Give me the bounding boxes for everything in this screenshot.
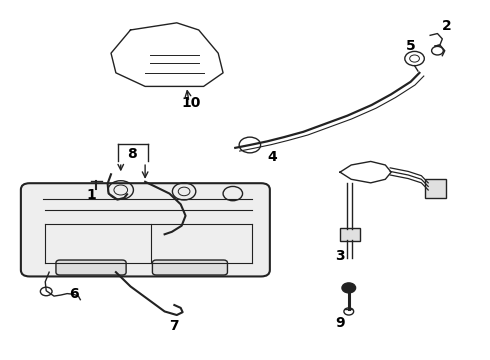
Text: 3: 3 xyxy=(335,249,345,263)
FancyBboxPatch shape xyxy=(56,260,126,275)
FancyBboxPatch shape xyxy=(152,260,227,275)
Text: 2: 2 xyxy=(442,19,452,33)
Text: 8: 8 xyxy=(127,147,137,161)
FancyBboxPatch shape xyxy=(21,183,270,276)
FancyBboxPatch shape xyxy=(341,228,360,241)
Text: 10: 10 xyxy=(182,96,201,110)
Text: 4: 4 xyxy=(267,150,277,164)
FancyBboxPatch shape xyxy=(425,179,446,198)
Text: 7: 7 xyxy=(170,319,179,333)
Circle shape xyxy=(342,283,356,293)
Text: 5: 5 xyxy=(406,39,416,53)
Text: 9: 9 xyxy=(335,316,345,330)
Text: 6: 6 xyxy=(69,287,78,301)
Text: 1: 1 xyxy=(87,188,97,202)
